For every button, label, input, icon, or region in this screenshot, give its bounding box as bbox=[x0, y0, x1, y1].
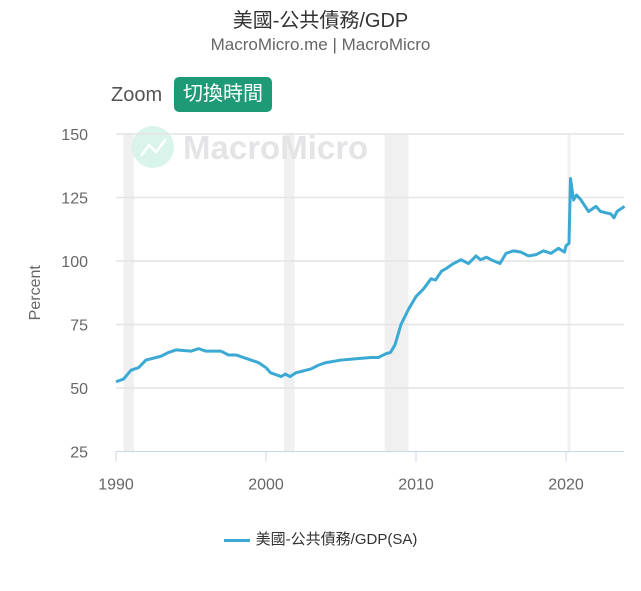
chart-title: 美國-公共債務/GDP bbox=[232, 10, 409, 32]
series-line bbox=[115, 176, 626, 384]
watermark-text: MacroMicro bbox=[183, 129, 368, 166]
watermark-logo-icon bbox=[132, 126, 174, 168]
x-tick-label: 2010 bbox=[398, 477, 434, 494]
y-tick-label: 25 bbox=[70, 445, 88, 462]
legend-swatch bbox=[223, 538, 250, 542]
watermark-chart-icon bbox=[139, 138, 167, 157]
legend-label: 美國-公共債務/GDP(SA) bbox=[255, 531, 418, 548]
x-tick-label: 1990 bbox=[98, 477, 134, 494]
y-axis-title: Percent bbox=[27, 265, 44, 321]
y-tick-label: 50 bbox=[70, 381, 88, 398]
y-tick-label: 100 bbox=[61, 254, 88, 271]
y-tick-label: 75 bbox=[70, 318, 88, 335]
legend-item[interactable]: 美國-公共債務/GDP(SA) bbox=[0, 528, 641, 549]
zoom-label: Zoom bbox=[111, 84, 163, 106]
recession-band bbox=[123, 134, 134, 452]
switch-time-button[interactable]: 切換時間 bbox=[174, 77, 272, 112]
recession-band bbox=[284, 134, 295, 452]
x-tick-label: 2000 bbox=[248, 477, 284, 494]
chart-subtitle: MacroMicro.me | MacroMicro bbox=[210, 35, 431, 54]
recession-band bbox=[384, 134, 409, 452]
y-tick-label: 150 bbox=[61, 127, 88, 144]
x-tick-label: 2020 bbox=[548, 477, 584, 494]
recession-band bbox=[567, 134, 571, 452]
y-tick-label: 125 bbox=[61, 191, 88, 208]
